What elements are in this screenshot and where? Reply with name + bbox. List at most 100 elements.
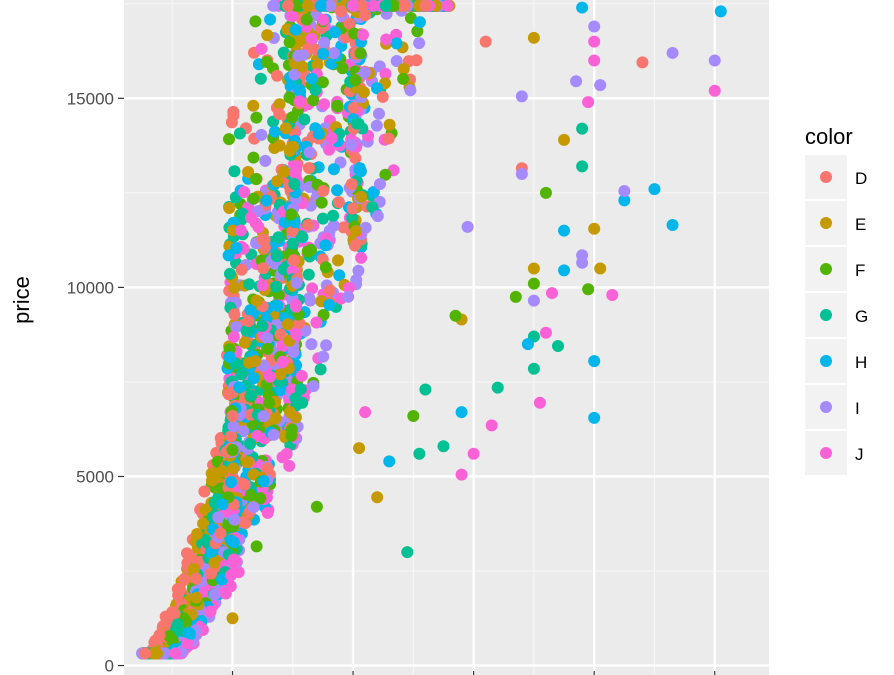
cloud-point — [283, 36, 296, 49]
cloud-point — [357, 28, 369, 41]
cloud-point — [302, 268, 315, 281]
cloud-point — [331, 184, 344, 197]
data-point-G — [491, 381, 504, 394]
cloud-point — [355, 251, 368, 264]
cloud-point — [227, 330, 240, 343]
data-point-E — [371, 491, 384, 504]
data-point-F — [226, 444, 239, 456]
cloud-point — [327, 47, 340, 60]
data-point-F — [539, 186, 552, 199]
cloud-point — [247, 151, 260, 164]
cloud-point — [317, 47, 330, 60]
cloud-point — [260, 194, 273, 207]
cloud-point — [250, 173, 262, 186]
cloud-point — [323, 284, 336, 297]
cloud-point — [257, 262, 270, 275]
cloud-point — [355, 190, 368, 203]
cloud-point — [153, 629, 166, 642]
cloud-point — [309, 84, 322, 96]
cloud-point — [228, 165, 241, 178]
data-point-J — [588, 35, 601, 48]
data-point-I — [666, 46, 679, 59]
cloud-point — [242, 166, 255, 178]
data-point-G — [576, 160, 589, 173]
cloud-point — [281, 318, 294, 331]
legend-key-dot — [820, 217, 832, 229]
cloud-point — [222, 249, 235, 262]
cloud-point — [315, 196, 328, 209]
data-point-D — [419, 0, 432, 12]
cloud-point — [305, 338, 318, 351]
cloud-point — [218, 586, 231, 599]
cloud-point — [287, 254, 300, 267]
cloud-point — [181, 547, 193, 560]
cloud-point — [227, 420, 240, 433]
data-point-J — [455, 468, 468, 481]
cloud-point — [260, 56, 273, 68]
cloud-point — [242, 315, 255, 327]
data-point-J — [545, 287, 558, 300]
cloud-point — [350, 117, 363, 130]
cloud-point — [240, 324, 253, 337]
cloud-point — [276, 451, 289, 464]
data-point-G — [552, 340, 565, 353]
cloud-point — [261, 29, 274, 42]
cloud-point — [247, 372, 260, 385]
cloud-point — [198, 485, 211, 498]
cloud-point — [323, 143, 336, 156]
cloud-point — [244, 211, 257, 224]
cloud-point — [316, 76, 329, 89]
cloud-point — [370, 119, 383, 132]
cloud-point — [390, 28, 403, 41]
cloud-point — [223, 202, 236, 214]
cloud-point — [312, 127, 325, 140]
cloud-point — [227, 553, 240, 566]
cloud-point — [230, 242, 243, 255]
cloud-point — [404, 12, 417, 24]
y-tick-label: 10000 — [67, 278, 114, 297]
data-point-E — [226, 612, 239, 625]
cloud-point — [168, 607, 181, 620]
cloud-point — [325, 132, 338, 145]
cloud-point — [301, 0, 314, 12]
cloud-point — [169, 647, 182, 660]
cloud-point — [316, 212, 329, 225]
y-tick-label: 5000 — [76, 467, 114, 486]
legend-label: D — [855, 169, 867, 188]
cloud-point — [314, 363, 327, 376]
data-point-F — [449, 309, 462, 322]
cloud-point — [374, 178, 386, 190]
cloud-point — [295, 369, 308, 382]
cloud-point — [349, 74, 362, 87]
cloud-point — [216, 498, 229, 511]
cloud-point — [367, 0, 380, 12]
cloud-point — [358, 66, 371, 79]
cloud-point — [261, 462, 274, 475]
legend-label: F — [855, 261, 865, 280]
cloud-point — [306, 282, 319, 295]
data-point-I — [594, 79, 607, 92]
data-point-I — [527, 294, 540, 307]
cloud-point — [171, 618, 184, 631]
legend-key-dot — [820, 263, 832, 275]
cloud-point — [235, 368, 248, 381]
cloud-point — [356, 0, 369, 12]
data-point-J — [539, 326, 552, 339]
cloud-point — [303, 162, 315, 174]
cloud-point — [336, 62, 349, 75]
cloud-point — [250, 111, 263, 124]
cloud-point — [332, 254, 344, 267]
cloud-point — [223, 351, 236, 364]
cloud-point — [379, 67, 392, 80]
cloud-point — [286, 111, 299, 124]
cloud-point — [276, 355, 289, 368]
cloud-point — [204, 605, 217, 618]
legend-key-dot — [820, 309, 832, 321]
cloud-point — [383, 118, 396, 131]
cloud-point — [296, 60, 309, 73]
cloud-point — [359, 221, 372, 234]
cloud-point — [295, 230, 308, 243]
data-point-F — [407, 409, 420, 422]
cloud-point — [390, 55, 403, 67]
cloud-point — [212, 511, 225, 524]
